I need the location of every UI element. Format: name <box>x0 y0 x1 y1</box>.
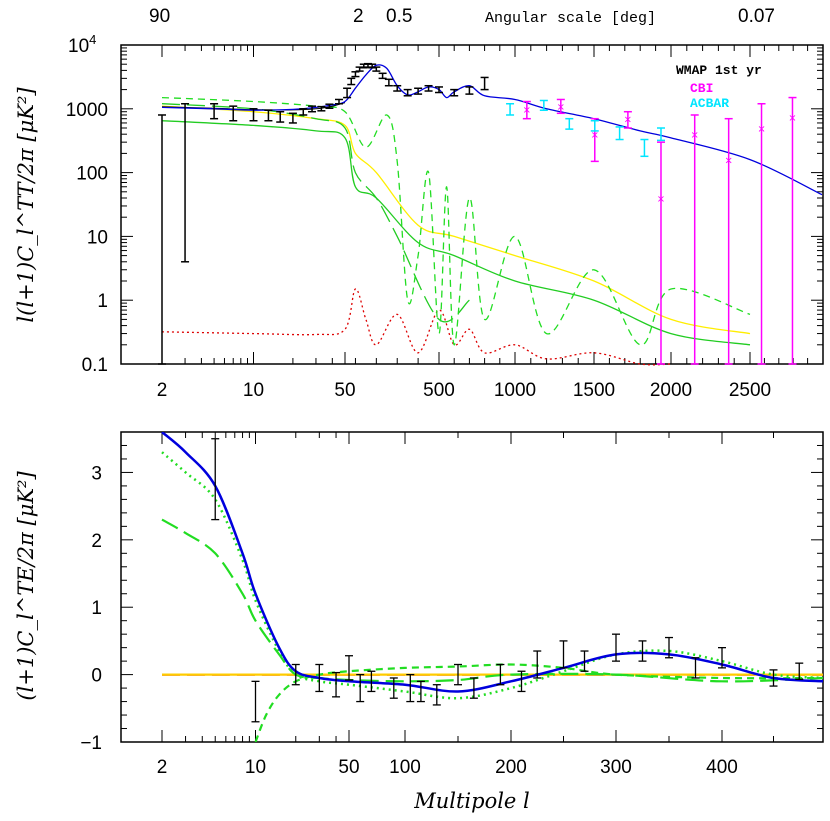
x-tick-label: 50 <box>338 757 359 778</box>
x-tick-label: 1000 <box>494 380 536 401</box>
bottom-y-axis-title: (l+1)C_l^TE/2π [μK²] <box>14 471 38 701</box>
data-marker: × <box>557 102 565 113</box>
series-line <box>161 288 672 366</box>
y-tick-label-exp: 4 <box>89 32 96 47</box>
curve-group <box>161 432 823 742</box>
x-tick-label: 500 <box>423 380 455 401</box>
y-tick-label-base: 10 <box>68 36 89 57</box>
y-tick-label: 10 <box>87 227 108 248</box>
data-marker: × <box>691 130 699 141</box>
series-line <box>254 663 823 742</box>
top-y-axis-title: l(l+1)C_l^TT/2π [μK²] <box>14 87 38 323</box>
top-axis-title: Angular scale [deg] <box>485 10 656 27</box>
x-tick-label: 400 <box>706 757 738 778</box>
series-line <box>161 120 751 346</box>
series-line <box>161 105 751 335</box>
series-line <box>161 518 823 683</box>
data-marker: × <box>624 115 632 126</box>
bottom-panel: −1 0 1 2 3 2 10 50 100 200 300 400 (l+1)C_l^TE/2π … <box>14 431 824 813</box>
series-line <box>161 451 823 700</box>
x-tick-label: 10 <box>245 757 266 778</box>
y-tick-label: 1 <box>97 291 108 312</box>
y-tick-label: 100 <box>76 164 108 185</box>
y-tick-label: 104 <box>68 32 96 57</box>
y-tick-label: 1 <box>91 598 102 619</box>
top-axis-label-90: 90 <box>149 6 170 27</box>
top-x-tick-labels: 2 10 50 500 1000 1500 2000 2500 <box>157 380 771 401</box>
y-tick-label: 2 <box>91 531 102 552</box>
x-tick-label: 50 <box>334 380 355 401</box>
bottom-plot-frame <box>120 431 824 743</box>
x-tick-label: 2500 <box>729 380 771 401</box>
legend-cbi: CBI <box>690 81 713 96</box>
x-tick-label: 2000 <box>650 380 692 401</box>
x-axis-title: Multipole l <box>413 789 530 813</box>
y-tick-label: 0.1 <box>82 355 108 376</box>
series-line <box>161 103 470 323</box>
legend-acbar: ACBAR <box>690 96 729 111</box>
y-tick-label: 0 <box>91 666 102 687</box>
series-line <box>161 96 751 346</box>
bottom-error-bars <box>211 438 804 723</box>
top-axis-label-0.5: 0.5 <box>386 6 412 27</box>
data-marker: × <box>523 105 531 116</box>
x-tick-label: 300 <box>600 757 632 778</box>
top-axis-label-0.07: 0.07 <box>738 6 775 27</box>
x-tick-label: 2 <box>157 757 168 778</box>
data-marker: × <box>657 194 665 205</box>
legend: WMAP 1st yr CBI ACBAR <box>676 63 762 111</box>
top-axis-label-2: 2 <box>353 6 364 27</box>
y-tick-label: 3 <box>91 463 102 484</box>
x-tick-label: 1500 <box>573 380 615 401</box>
x-tick-label: 10 <box>243 380 264 401</box>
top-plot-frame <box>120 44 824 365</box>
x-tick-label: 100 <box>389 757 421 778</box>
bottom-curves <box>161 432 823 742</box>
x-tick-label: 2 <box>157 380 168 401</box>
data-marker: × <box>724 156 732 167</box>
top-error-bars: × × × × × × × × × <box>158 62 797 365</box>
bottom-ticks <box>121 432 823 743</box>
top-curves <box>161 64 823 366</box>
y-tick-label: 1000 <box>66 100 108 121</box>
bottom-x-tick-labels: 2 10 50 100 200 300 400 <box>157 757 738 778</box>
series-line <box>161 432 823 693</box>
top-ticks <box>121 45 823 365</box>
x-tick-label: 200 <box>495 757 527 778</box>
data-marker: × <box>788 113 796 124</box>
y-tick-label: −1 <box>80 733 102 754</box>
data-marker: × <box>591 130 599 141</box>
series-line <box>161 64 823 196</box>
bottom-y-tick-labels: −1 0 1 2 3 <box>80 463 102 754</box>
data-marker: × <box>757 124 765 135</box>
legend-wmap: WMAP 1st yr <box>676 63 762 78</box>
